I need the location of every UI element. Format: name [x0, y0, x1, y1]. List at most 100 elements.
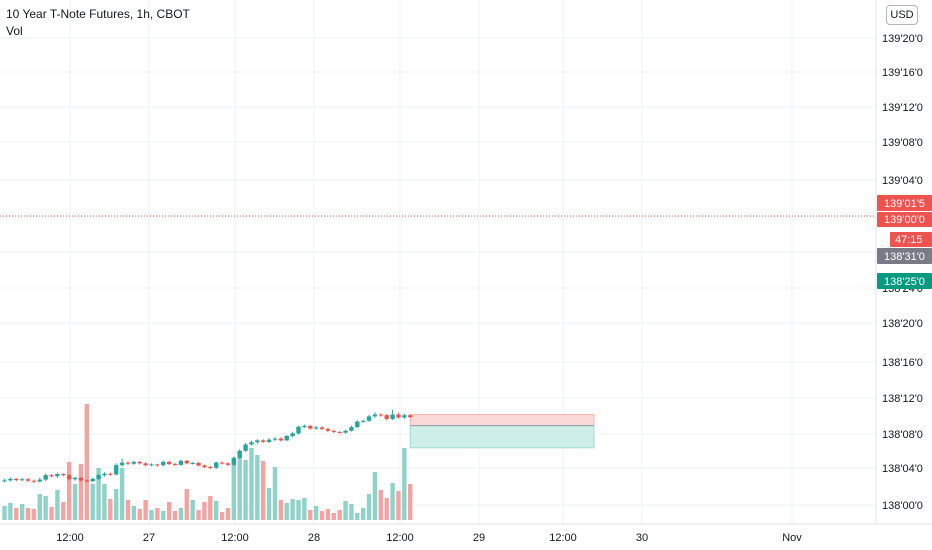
candle-body — [249, 442, 254, 445]
entry-price-badge-bg — [877, 248, 932, 264]
candle-body — [319, 427, 325, 429]
volume-bar — [208, 496, 213, 520]
candle-body — [202, 465, 207, 468]
volume-bar — [90, 484, 95, 520]
volume-bar — [172, 511, 178, 520]
candle-body — [96, 475, 101, 479]
volume-indicator-label[interactable]: Vol — [6, 24, 23, 38]
volume-bar — [290, 499, 295, 520]
stop-level-badge: 139'00'0 — [884, 214, 925, 226]
volume-bar — [125, 500, 131, 520]
volume-bar — [108, 499, 113, 520]
volume-bar — [302, 498, 307, 520]
candle-body — [55, 474, 60, 477]
entry-price-badge: 138'31'0 — [884, 251, 925, 263]
candle-body — [155, 464, 160, 466]
candle-body — [390, 414, 395, 419]
volume-bar — [308, 510, 313, 520]
candle-body — [213, 462, 219, 468]
candle-body — [208, 467, 213, 469]
candle-body — [408, 415, 413, 418]
volume-bar — [184, 489, 189, 520]
candle-body — [255, 440, 260, 443]
volume-bar — [284, 503, 289, 520]
time-tick-label: 30 — [636, 532, 648, 544]
price-tick-label: 139'08'0 — [882, 137, 923, 149]
candle-body — [19, 479, 25, 481]
candle-body — [366, 416, 372, 421]
candle-body — [149, 464, 154, 466]
volume-bar — [66, 462, 72, 520]
volume-bar — [378, 490, 384, 520]
volume-bar — [31, 509, 37, 520]
volume-bar — [249, 448, 254, 520]
candle-body — [137, 461, 142, 464]
candle-body — [296, 426, 301, 434]
currency-button[interactable]: USD — [886, 5, 918, 25]
candle-body — [114, 465, 119, 475]
volume-bar — [225, 508, 231, 520]
candle-body — [143, 463, 148, 466]
target-price-badge-bg — [877, 273, 932, 289]
volume-bar — [114, 489, 119, 520]
time-tick-label: 29 — [473, 532, 485, 544]
volume-bar — [190, 500, 195, 520]
target-price-badge: 138'25'0 — [884, 276, 925, 288]
volume-bar — [213, 501, 219, 520]
price-tick-label: 138'00'0 — [882, 500, 923, 512]
time-tick-label: 12:00 — [221, 532, 249, 544]
candle-body — [360, 420, 366, 422]
candle-body — [14, 478, 19, 480]
volume-bar — [55, 490, 60, 520]
volume-bar — [49, 507, 54, 520]
time-tick-label: Nov — [782, 532, 802, 544]
volume-bar — [408, 484, 413, 520]
candle-body — [284, 435, 289, 441]
candle-body — [131, 461, 137, 464]
candle-body — [337, 431, 342, 433]
candle-body — [272, 438, 278, 440]
volume-bar — [178, 508, 184, 520]
volume-bar — [313, 506, 319, 520]
candle-body — [49, 475, 54, 477]
candle-body — [378, 414, 384, 416]
volume-bar — [384, 498, 389, 520]
volume-bar — [355, 513, 360, 520]
symbol-title[interactable]: 10 Year T-Note Futures, 1h, CBOT — [6, 7, 190, 21]
candle-body — [225, 463, 231, 465]
candle-body — [384, 415, 389, 419]
candle-body — [308, 425, 313, 429]
volume-bar — [343, 501, 348, 520]
time-tick-label: 12:00 — [386, 532, 414, 544]
candle-body — [355, 421, 360, 428]
volume-bar — [166, 502, 172, 520]
candle-body — [231, 457, 237, 465]
candle-body — [61, 474, 66, 476]
volume-bar — [19, 504, 25, 520]
time-tick-label: 28 — [308, 532, 320, 544]
volume-bar — [196, 510, 201, 520]
candle-body — [219, 462, 225, 464]
volume-bar — [161, 511, 166, 520]
candle-body — [261, 440, 266, 442]
volume-bar — [266, 488, 272, 520]
candle-body — [290, 433, 295, 436]
candle-body — [8, 478, 13, 481]
volume-bar — [72, 484, 78, 520]
price-tick-label: 139'20'0 — [882, 33, 923, 45]
candle-body — [349, 427, 354, 431]
stop-loss-zone — [409, 414, 595, 427]
volume-bar — [237, 454, 242, 520]
volume-bar — [390, 483, 395, 520]
volume-bar — [360, 508, 366, 520]
legend: 10 Year T-Note Futures, 1h, CBOT Vol — [6, 6, 190, 40]
price-tick-label: 138'20'0 — [882, 318, 923, 330]
candle-body — [178, 460, 184, 465]
candle-body — [343, 430, 348, 433]
candle-body — [402, 415, 407, 418]
profit-target-zone — [409, 425, 595, 449]
volume-bar — [243, 460, 248, 520]
stop-level-badge-bg — [877, 212, 932, 227]
